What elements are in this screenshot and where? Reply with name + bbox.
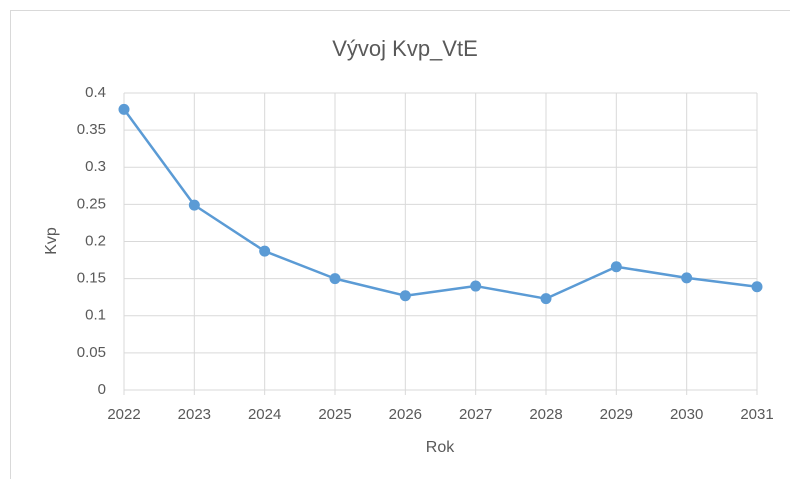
y-tick-label: 0.25 xyxy=(77,195,106,212)
x-tick-label: 2023 xyxy=(178,406,211,423)
data-point xyxy=(399,290,411,302)
x-axis-label: Rok xyxy=(426,439,455,456)
data-point xyxy=(751,281,763,293)
data-point xyxy=(118,103,130,115)
data-point xyxy=(188,199,200,211)
y-tick-label: 0.3 xyxy=(85,158,106,175)
chart-frame xyxy=(10,10,790,479)
data-point xyxy=(470,280,482,292)
data-point xyxy=(681,272,693,284)
series-line xyxy=(122,108,758,300)
y-tick-label: 0.35 xyxy=(77,121,106,138)
x-tick-label: 2030 xyxy=(670,406,703,423)
x-tick-label: 2024 xyxy=(248,406,281,423)
x-tick-label: 2025 xyxy=(318,406,351,423)
x-tick-label: 2029 xyxy=(600,406,633,423)
data-point xyxy=(540,293,552,305)
x-tick-label: 2022 xyxy=(107,406,140,423)
y-tick-label: 0.15 xyxy=(77,270,106,287)
chart-title: Vývoj Kvp_VtE xyxy=(332,36,478,61)
y-tick-label: 0.05 xyxy=(77,344,106,361)
x-tick-label: 2031 xyxy=(740,406,773,423)
y-axis-label: Kvp xyxy=(43,227,60,255)
data-point xyxy=(610,261,622,273)
y-tick-label: 0.1 xyxy=(85,307,106,324)
x-tick-label: 2026 xyxy=(389,406,422,423)
data-point xyxy=(259,245,271,257)
y-tick-label: 0.2 xyxy=(85,232,106,249)
x-tick-label: 2027 xyxy=(459,406,492,423)
y-tick-label: 0.4 xyxy=(85,84,106,101)
data-point xyxy=(329,273,341,285)
x-tick-label: 2028 xyxy=(529,406,562,423)
y-tick-label: 0 xyxy=(98,381,106,398)
